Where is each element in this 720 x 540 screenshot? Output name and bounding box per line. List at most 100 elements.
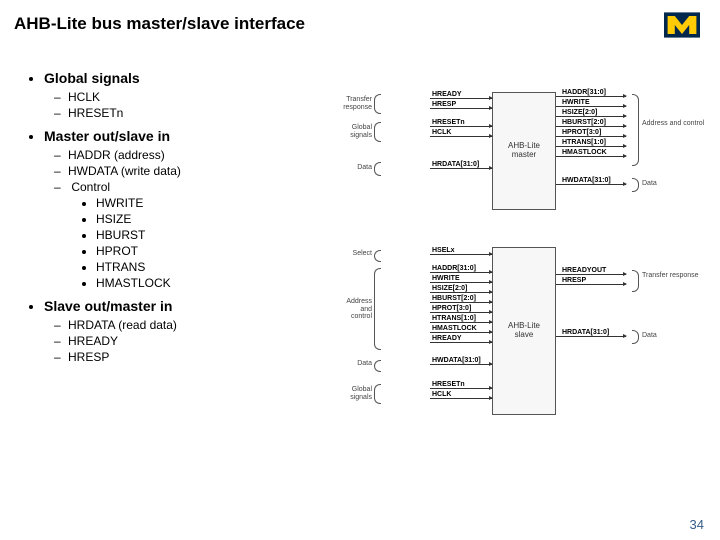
sig-hwdata-s: HWDATA[31:0] xyxy=(432,357,481,364)
arrow-icon xyxy=(430,398,492,399)
lbl-data-in-s: Data xyxy=(338,360,372,368)
arrow-icon xyxy=(430,98,492,99)
arrow-icon xyxy=(556,336,626,337)
item-hprot: HPROT xyxy=(96,244,356,258)
sig-hrdata-m: HRDATA[31:0] xyxy=(432,161,479,168)
sig-hresetn-m: HRESETn xyxy=(432,119,465,126)
item-hrdata: HRDATA (read data) xyxy=(68,318,356,332)
lbl-transfer-response: Transfer response xyxy=(338,96,372,111)
item-htrans: HTRANS xyxy=(96,260,356,274)
sig-hwrite-m: HWRITE xyxy=(562,99,590,106)
arrow-icon xyxy=(556,274,626,275)
sig-hresetn-s: HRESETn xyxy=(432,381,465,388)
item-hresetn: HRESETn xyxy=(68,106,356,120)
brace-icon xyxy=(374,122,381,142)
brace-icon xyxy=(632,94,639,166)
brace-icon xyxy=(632,270,639,292)
lbl-data-out-s: Data xyxy=(642,332,657,340)
sig-hmastlock-m: HMASTLOCK xyxy=(562,149,607,156)
arrow-icon xyxy=(556,284,626,285)
arrow-icon xyxy=(430,302,492,303)
lbl-data-out-m: Data xyxy=(642,180,657,188)
arrow-icon xyxy=(430,388,492,389)
heading-master-out: Master out/slave in HADDR (address) HWDA… xyxy=(44,128,356,290)
heading-slave-out: Slave out/master in HRDATA (read data) H… xyxy=(44,298,356,364)
arrow-icon xyxy=(556,96,626,97)
master-box-label: AHB-Lite master xyxy=(508,142,540,160)
sig-hprot-m: HPROT[3:0] xyxy=(562,129,601,136)
sig-hresp-s: HRESP xyxy=(562,277,586,284)
arrow-icon xyxy=(430,342,492,343)
bullet-content: Global signals HCLK HRESETn Master out/s… xyxy=(26,70,356,372)
item-hsize: HSIZE xyxy=(96,212,356,226)
sig-hmastlock-s: HMASTLOCK xyxy=(432,325,477,332)
brace-icon xyxy=(632,178,639,192)
heading-global-text: Global signals xyxy=(44,70,140,86)
sig-hclk-s: HCLK xyxy=(432,391,451,398)
sig-hresp-m: HRESP xyxy=(432,101,456,108)
brace-icon xyxy=(374,162,381,176)
sig-haddr-s: HADDR[31:0] xyxy=(432,265,476,272)
arrow-icon xyxy=(430,108,492,109)
arrow-icon xyxy=(430,168,492,169)
arrow-icon xyxy=(430,126,492,127)
sig-hburst-s: HBURST[2:0] xyxy=(432,295,476,302)
slide-title: AHB-Lite bus master/slave interface xyxy=(14,14,305,34)
sig-hselx: HSELx xyxy=(432,247,455,254)
item-hresp: HRESP xyxy=(68,350,356,364)
diagram-area: AHB-Lite master Transfer response HREADY… xyxy=(372,92,706,437)
sig-haddr-m: HADDR[31:0] xyxy=(562,89,606,96)
item-hmastlock: HMASTLOCK xyxy=(96,276,356,290)
arrow-icon xyxy=(430,332,492,333)
sig-hsize-s: HSIZE[2:0] xyxy=(432,285,467,292)
arrow-icon xyxy=(556,184,626,185)
lbl-addr-ctrl-m: Address and control xyxy=(642,120,704,128)
item-haddr: HADDR (address) xyxy=(68,148,356,162)
sig-hrdata-s: HRDATA[31:0] xyxy=(562,329,609,336)
heading-global: Global signals HCLK HRESETn xyxy=(44,70,356,120)
sig-hsize-m: HSIZE[2:0] xyxy=(562,109,597,116)
page-number: 34 xyxy=(690,517,704,532)
lbl-select-s: Select xyxy=(338,250,372,258)
sig-hprot-s: HPROT[3:0] xyxy=(432,305,471,312)
sig-hready-m: HREADY xyxy=(432,91,462,98)
sig-htrans-s: HTRANS[1:0] xyxy=(432,315,476,322)
lbl-data-in-m: Data xyxy=(338,164,372,172)
lbl-global-m: Global signals xyxy=(338,124,372,139)
arrow-icon xyxy=(430,322,492,323)
arrow-icon xyxy=(556,116,626,117)
lbl-addr-ctrl-s: Address and control xyxy=(338,298,372,321)
arrow-icon xyxy=(556,156,626,157)
sig-hwrite-s: HWRITE xyxy=(432,275,460,282)
item-hwrite: HWRITE xyxy=(96,196,356,210)
arrow-icon xyxy=(430,136,492,137)
item-hwdata: HWDATA (write data) xyxy=(68,164,356,178)
sig-htrans-m: HTRANS[1:0] xyxy=(562,139,606,146)
arrow-icon xyxy=(556,146,626,147)
master-box: AHB-Lite master xyxy=(492,92,556,210)
brace-icon xyxy=(374,250,381,262)
arrow-icon xyxy=(430,282,492,283)
brace-icon xyxy=(632,330,639,344)
sig-hclk-m: HCLK xyxy=(432,129,451,136)
brace-icon xyxy=(374,360,381,372)
heading-master-out-text: Master out/slave in xyxy=(44,128,170,144)
slave-box: AHB-Lite slave xyxy=(492,247,556,415)
sig-hreadyout: HREADYOUT xyxy=(562,267,606,274)
heading-slave-out-text: Slave out/master in xyxy=(44,298,172,314)
arrow-icon xyxy=(430,312,492,313)
item-control: Control HWRITE HSIZE HBURST HPROT HTRANS… xyxy=(68,180,356,290)
umich-logo xyxy=(664,12,700,38)
arrow-icon xyxy=(430,272,492,273)
arrow-icon xyxy=(430,364,492,365)
arrow-icon xyxy=(556,136,626,137)
arrow-icon xyxy=(430,292,492,293)
sig-hready-s: HREADY xyxy=(432,335,462,342)
arrow-icon xyxy=(430,254,492,255)
item-control-text: Control xyxy=(71,180,110,194)
arrow-icon xyxy=(556,106,626,107)
lbl-transfer-response-s: Transfer response xyxy=(642,272,699,280)
brace-icon xyxy=(374,268,381,350)
lbl-global-s: Global signals xyxy=(338,386,372,401)
item-hready: HREADY xyxy=(68,334,356,348)
